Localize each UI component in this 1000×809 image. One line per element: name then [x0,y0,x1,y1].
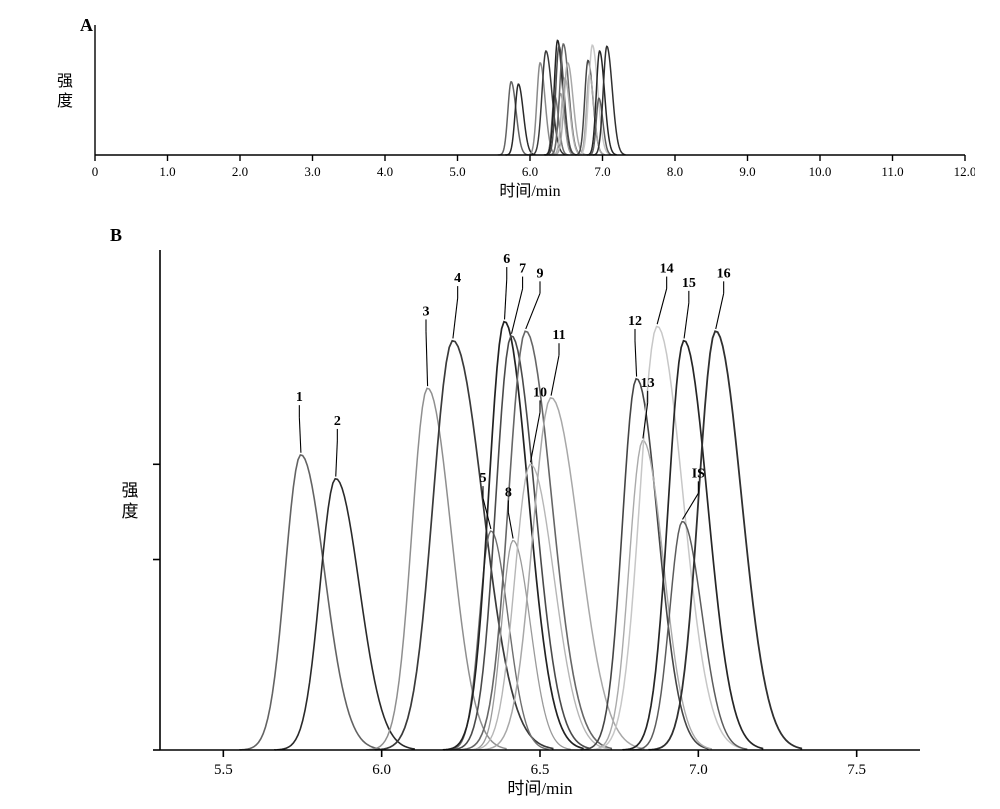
peak-label: 1 [296,390,303,405]
peak-label: 11 [552,328,565,343]
svg-text:7.0: 7.0 [689,762,708,778]
svg-text:1.0: 1.0 [159,164,175,179]
peak-label: 13 [641,376,655,391]
svg-text:8.0: 8.0 [667,164,683,179]
svg-text:6.0: 6.0 [522,164,538,179]
peak-label: 15 [682,276,696,291]
peak-label: 9 [537,266,544,281]
svg-text:度: 度 [57,92,73,110]
peak-label: 8 [505,485,512,500]
svg-text:7.5: 7.5 [847,762,866,778]
svg-text:5.5: 5.5 [214,762,233,778]
peak-label: 3 [423,304,430,319]
peak-label: 6 [503,252,510,267]
svg-text:时间/min: 时间/min [499,182,560,200]
svg-text:度: 度 [122,502,139,521]
svg-text:11.0: 11.0 [881,164,903,179]
svg-text:强: 强 [122,481,139,500]
panel-a-chart: 0 1.0 2.0 3.0 4.0 5.0 6.0 7.0 8.0 9.0 10.0 11.0 12.0… [45,15,975,205]
peak-label: 16 [717,266,731,281]
peak-label: 4 [454,271,461,286]
peak-label: 5 [480,471,487,486]
svg-text:2.0: 2.0 [232,164,248,179]
peak-label: 2 [334,414,341,429]
peak-label: 12 [628,314,642,329]
svg-text:5.0: 5.0 [449,164,465,179]
figure-page: A 01.02.03.04.05.06.07.08.09.010.011.012… [0,0,1000,809]
peak-label: 14 [660,262,674,277]
svg-text:时间/min: 时间/min [507,779,573,798]
svg-text:12.0: 12.0 [954,164,975,179]
svg-text:7.0: 7.0 [594,164,610,179]
svg-text:6.5: 6.5 [531,762,550,778]
svg-text:6.0: 6.0 [372,762,391,778]
peak-label: 10 [533,385,547,400]
svg-text:4.0: 4.0 [377,164,393,179]
svg-text:10.0: 10.0 [809,164,832,179]
peak-label: 7 [519,262,526,277]
panel-b-chart: 5.56.06.57.07.5时间/min强度12345678910111213… [110,240,930,800]
peak-label: IS [692,466,705,481]
svg-text:强: 强 [57,73,73,90]
svg-text:0: 0 [92,164,99,179]
svg-text:9.0: 9.0 [739,164,755,179]
svg-text:3.0: 3.0 [304,164,320,179]
